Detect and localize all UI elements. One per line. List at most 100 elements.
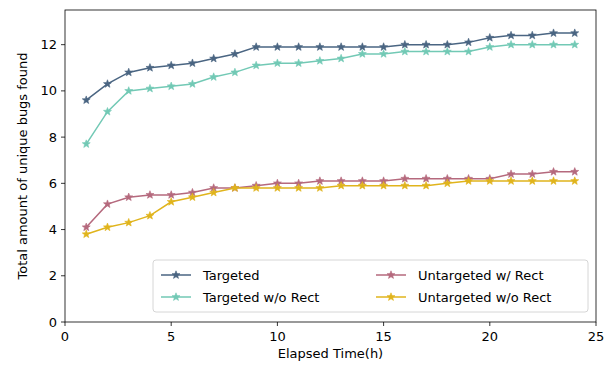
y-tick-label: 8: [49, 130, 57, 145]
series-marker: [486, 43, 494, 51]
legend-marker: [172, 271, 180, 279]
data-group: [82, 29, 579, 238]
legend-label: Untargeted w/ Rect: [418, 268, 544, 283]
x-tick-label: 0: [61, 329, 69, 344]
series-marker: [571, 168, 579, 176]
series-marker: [380, 181, 388, 189]
x-tick: [65, 322, 66, 326]
series-line: [86, 172, 575, 227]
legend-box: [153, 260, 588, 312]
series-marker: [337, 43, 345, 51]
x-tick-label: 10: [269, 329, 286, 344]
series-marker: [337, 181, 345, 189]
y-axis-label: Total amount of unique bugs found: [15, 52, 30, 280]
series-marker: [486, 34, 494, 42]
series-marker: [550, 168, 558, 176]
y-tick-label: 12: [40, 37, 57, 52]
background: [0, 0, 613, 374]
x-tick-label: 20: [482, 329, 499, 344]
series-marker: [167, 61, 175, 69]
y-tick: [61, 44, 65, 45]
series-marker: [146, 64, 154, 72]
series-marker: [252, 43, 260, 51]
y-tick-label: 6: [49, 176, 57, 191]
series-marker: [465, 38, 473, 46]
series-marker: [231, 184, 239, 192]
series-marker: [528, 31, 536, 39]
y-tick-label: 4: [49, 222, 57, 237]
x-tick: [277, 322, 278, 326]
series-marker: [273, 59, 281, 67]
series-marker: [401, 181, 409, 189]
y-tick: [61, 229, 65, 230]
series-marker: [571, 40, 579, 48]
y-tick: [61, 322, 65, 323]
x-tick: [596, 322, 597, 326]
y-tick: [61, 90, 65, 91]
series-marker: [528, 177, 536, 185]
legend-marker: [387, 271, 395, 279]
series-marker: [443, 47, 451, 55]
series-marker: [103, 223, 111, 231]
series-marker: [125, 68, 133, 76]
series-marker: [550, 177, 558, 185]
series-marker: [295, 59, 303, 67]
series-marker: [231, 68, 239, 76]
series-marker: [358, 50, 366, 58]
series-marker: [252, 61, 260, 69]
legend-label: Untargeted w/o Rect: [418, 290, 551, 305]
series-marker: [295, 184, 303, 192]
series-marker: [486, 177, 494, 185]
series-marker: [210, 54, 218, 62]
series-marker: [571, 177, 579, 185]
series-marker: [507, 40, 515, 48]
series-marker: [273, 43, 281, 51]
legend-label: Targeted w/o Rect: [202, 290, 319, 305]
series-line: [86, 33, 575, 100]
series-marker: [422, 47, 430, 55]
series-marker: [103, 80, 111, 88]
series-marker: [146, 191, 154, 199]
series-marker: [82, 230, 90, 238]
series-marker: [231, 184, 239, 192]
x-tick-label: 15: [375, 329, 392, 344]
series-marker: [465, 47, 473, 55]
series-marker: [295, 43, 303, 51]
series-marker: [188, 59, 196, 67]
legend-label: Targeted: [202, 268, 259, 283]
series-marker: [210, 188, 218, 196]
y-tick-label: 10: [40, 83, 57, 98]
series-marker: [125, 87, 133, 95]
x-tick-label: 5: [167, 329, 175, 344]
series-marker: [422, 181, 430, 189]
legend-marker: [172, 293, 180, 301]
series-marker: [507, 31, 515, 39]
x-axis-label: Elapsed Time(h): [278, 346, 383, 361]
series-marker: [316, 43, 324, 51]
plot-frame: [65, 10, 596, 322]
series-line: [86, 181, 575, 234]
x-tick: [383, 322, 384, 326]
series-marker: [146, 84, 154, 92]
series-marker: [231, 50, 239, 58]
legend-marker: [387, 293, 395, 301]
y-tick: [61, 183, 65, 184]
series-marker: [125, 218, 133, 226]
series-marker: [316, 184, 324, 192]
series-marker: [337, 54, 345, 62]
series-marker: [103, 200, 111, 208]
series-marker: [103, 107, 111, 115]
series-marker: [273, 184, 281, 192]
x-tick: [171, 322, 172, 326]
series-marker: [550, 40, 558, 48]
series-marker: [443, 179, 451, 187]
series-marker: [167, 82, 175, 90]
series-marker: [465, 177, 473, 185]
y-tick: [61, 137, 65, 138]
series-marker: [188, 193, 196, 201]
series-marker: [380, 50, 388, 58]
series-marker: [358, 181, 366, 189]
series-marker: [167, 198, 175, 206]
series-marker: [507, 177, 515, 185]
legend: Targeted Targeted w/o Rect Untargeted w/ R…: [153, 260, 588, 312]
